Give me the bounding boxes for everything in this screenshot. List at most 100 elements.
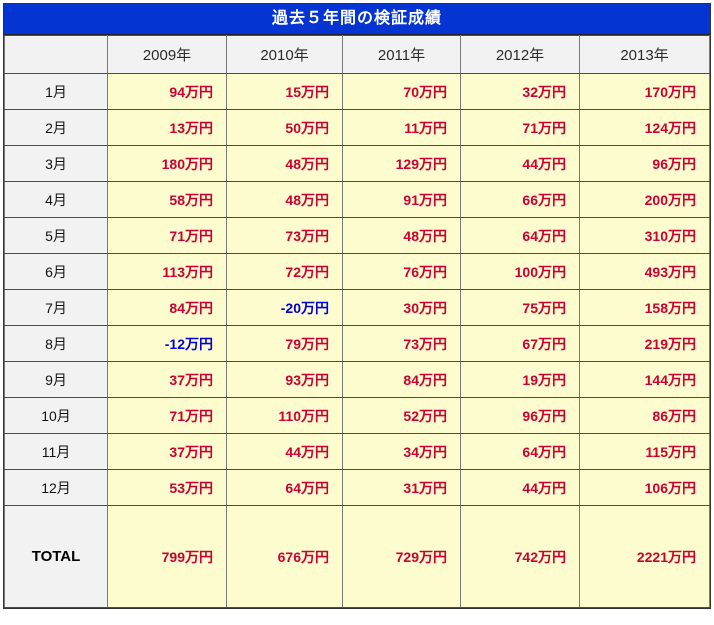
value-cell: 158万円 xyxy=(579,289,710,326)
value-cell: 73万円 xyxy=(342,325,461,362)
value-cell: 96万円 xyxy=(460,397,580,434)
value-cell: 79万円 xyxy=(226,325,343,362)
value-cell: 52万円 xyxy=(342,397,461,434)
month-row: 10月 71万円 110万円 52万円 96万円 86万円 xyxy=(4,397,710,434)
month-row: 1月 94万円 15万円 70万円 32万円 170万円 xyxy=(4,73,710,110)
value-cell: 71万円 xyxy=(460,109,580,146)
value-cell: 676万円 xyxy=(226,505,343,608)
month-label: 2月 xyxy=(4,109,108,146)
value-cell: 170万円 xyxy=(579,73,710,110)
value-cell: 37万円 xyxy=(107,361,227,398)
value-cell: 310万円 xyxy=(579,217,710,254)
value-cell: 219万円 xyxy=(579,325,710,362)
month-label: 5月 xyxy=(4,217,108,254)
value-cell: 48万円 xyxy=(226,145,343,182)
value-cell: 113万円 xyxy=(107,253,227,290)
month-row: 12月 53万円 64万円 31万円 44万円 106万円 xyxy=(4,469,710,506)
value-cell: 73万円 xyxy=(226,217,343,254)
value-cell: 64万円 xyxy=(460,217,580,254)
value-cell: 180万円 xyxy=(107,145,227,182)
table-title: 過去５年間の検証成績 xyxy=(4,4,710,35)
month-label: 11月 xyxy=(4,433,108,470)
month-label: 3月 xyxy=(4,145,108,182)
value-cell: 48万円 xyxy=(342,217,461,254)
value-cell: 129万円 xyxy=(342,145,461,182)
value-cell: 15万円 xyxy=(226,73,343,110)
month-label: 9月 xyxy=(4,361,108,398)
results-table-window: 過去５年間の検証成績 2009年 2010年 2011年 2012年 2013年 1月 9… xyxy=(3,3,711,609)
value-cell: 53万円 xyxy=(107,469,227,506)
value-cell: -20万円 xyxy=(226,289,343,326)
value-cell: 44万円 xyxy=(460,145,580,182)
value-cell: 493万円 xyxy=(579,253,710,290)
value-cell: 30万円 xyxy=(342,289,461,326)
value-cell: 50万円 xyxy=(226,109,343,146)
value-cell: 34万円 xyxy=(342,433,461,470)
value-cell: -12万円 xyxy=(107,325,227,362)
value-cell: 72万円 xyxy=(226,253,343,290)
value-cell: 96万円 xyxy=(579,145,710,182)
value-cell: 71万円 xyxy=(107,217,227,254)
month-row: 5月 71万円 73万円 48万円 64万円 310万円 xyxy=(4,217,710,254)
year-header: 2010年 xyxy=(226,35,343,74)
value-cell: 84万円 xyxy=(342,361,461,398)
value-cell: 84万円 xyxy=(107,289,227,326)
value-cell: 799万円 xyxy=(107,505,227,608)
value-cell: 86万円 xyxy=(579,397,710,434)
value-cell: 742万円 xyxy=(460,505,580,608)
value-cell: 94万円 xyxy=(107,73,227,110)
value-cell: 106万円 xyxy=(579,469,710,506)
value-cell: 124万円 xyxy=(579,109,710,146)
header-row: 2009年 2010年 2011年 2012年 2013年 xyxy=(4,35,710,74)
value-cell: 200万円 xyxy=(579,181,710,218)
month-label: 1月 xyxy=(4,73,108,110)
table-body: 1月 94万円 15万円 70万円 32万円 170万円 2月 13万円 50万円 11万円 71万… xyxy=(4,73,710,608)
corner-cell xyxy=(4,35,108,74)
month-row: 6月 113万円 72万円 76万円 100万円 493万円 xyxy=(4,253,710,290)
month-row: 11月 37万円 44万円 34万円 64万円 115万円 xyxy=(4,433,710,470)
value-cell: 37万円 xyxy=(107,433,227,470)
value-cell: 64万円 xyxy=(460,433,580,470)
results-table: 2009年 2010年 2011年 2012年 2013年 1月 94万円 15万円 70万円… xyxy=(4,35,710,608)
month-row: 9月 37万円 93万円 84万円 19万円 144万円 xyxy=(4,361,710,398)
value-cell: 48万円 xyxy=(226,181,343,218)
value-cell: 64万円 xyxy=(226,469,343,506)
value-cell: 71万円 xyxy=(107,397,227,434)
month-row: 2月 13万円 50万円 11万円 71万円 124万円 xyxy=(4,109,710,146)
month-row: 4月 58万円 48万円 91万円 66万円 200万円 xyxy=(4,181,710,218)
month-label: 10月 xyxy=(4,397,108,434)
value-cell: 91万円 xyxy=(342,181,461,218)
value-cell: 93万円 xyxy=(226,361,343,398)
value-cell: 11万円 xyxy=(342,109,461,146)
total-row: TOTAL 799万円 676万円 729万円 742万円 2221万円 xyxy=(4,505,710,608)
month-row: 8月 -12万円 79万円 73万円 67万円 219万円 xyxy=(4,325,710,362)
value-cell: 2221万円 xyxy=(579,505,710,608)
year-header: 2009年 xyxy=(107,35,227,74)
month-label: 8月 xyxy=(4,325,108,362)
value-cell: 31万円 xyxy=(342,469,461,506)
year-header: 2012年 xyxy=(460,35,580,74)
value-cell: 110万円 xyxy=(226,397,343,434)
year-header: 2013年 xyxy=(579,35,710,74)
value-cell: 100万円 xyxy=(460,253,580,290)
value-cell: 144万円 xyxy=(579,361,710,398)
month-row: 7月 84万円 -20万円 30万円 75万円 158万円 xyxy=(4,289,710,326)
value-cell: 75万円 xyxy=(460,289,580,326)
value-cell: 115万円 xyxy=(579,433,710,470)
value-cell: 67万円 xyxy=(460,325,580,362)
value-cell: 70万円 xyxy=(342,73,461,110)
month-label: 4月 xyxy=(4,181,108,218)
month-label: 12月 xyxy=(4,469,108,506)
value-cell: 729万円 xyxy=(342,505,461,608)
value-cell: 66万円 xyxy=(460,181,580,218)
total-label: TOTAL xyxy=(4,505,108,608)
value-cell: 13万円 xyxy=(107,109,227,146)
value-cell: 32万円 xyxy=(460,73,580,110)
value-cell: 76万円 xyxy=(342,253,461,290)
value-cell: 44万円 xyxy=(460,469,580,506)
month-label: 6月 xyxy=(4,253,108,290)
value-cell: 44万円 xyxy=(226,433,343,470)
value-cell: 58万円 xyxy=(107,181,227,218)
month-row: 3月 180万円 48万円 129万円 44万円 96万円 xyxy=(4,145,710,182)
value-cell: 19万円 xyxy=(460,361,580,398)
